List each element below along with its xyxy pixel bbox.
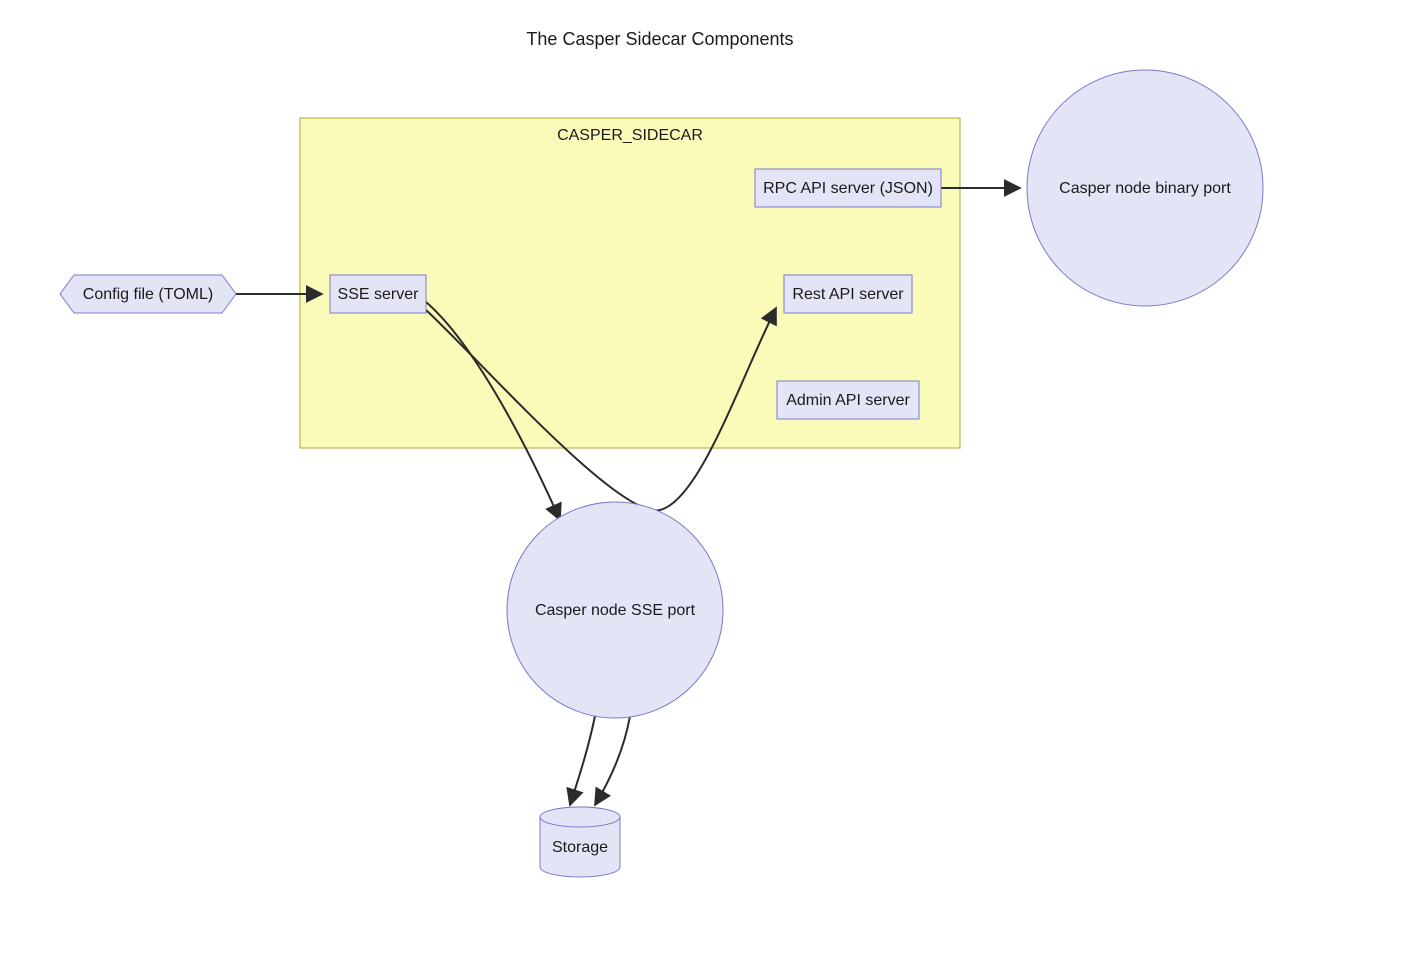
node-rpc: RPC API server (JSON) xyxy=(755,169,941,207)
node-rest: Rest API server xyxy=(784,275,912,313)
node-label-sse: SSE server xyxy=(338,286,420,303)
node-label-binport: Casper node binary port xyxy=(1059,180,1231,197)
node-label-rest: Rest API server xyxy=(792,286,904,303)
node-binport: Casper node binary port xyxy=(1027,70,1263,306)
node-admin: Admin API server xyxy=(777,381,919,419)
node-config: Config file (TOML) xyxy=(60,275,236,313)
node-storage: Storage xyxy=(540,807,620,877)
subgraph-label: CASPER_SIDECAR xyxy=(557,127,703,144)
node-sseport: Casper node SSE port xyxy=(507,502,723,718)
node-label-admin: Admin API server xyxy=(786,392,910,409)
diagram-title: The Casper Sidecar Components xyxy=(526,29,793,49)
node-label-sseport: Casper node SSE port xyxy=(535,602,696,619)
node-label-rpc: RPC API server (JSON) xyxy=(763,180,933,197)
node-sse: SSE server xyxy=(330,275,426,313)
node-label-config: Config file (TOML) xyxy=(83,286,213,303)
node-label-storage: Storage xyxy=(552,839,608,856)
